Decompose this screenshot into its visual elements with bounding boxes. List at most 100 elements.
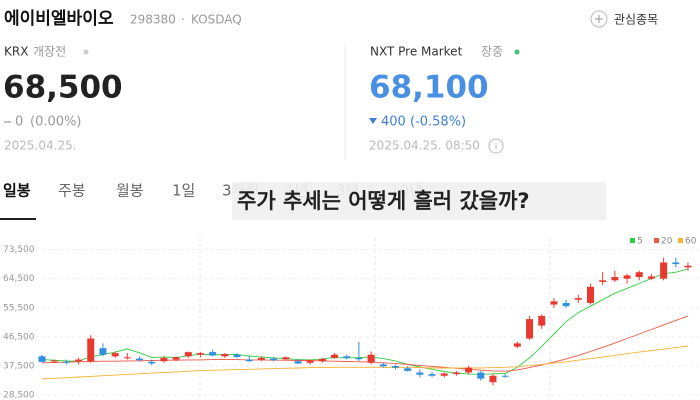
candle-body [404, 368, 412, 371]
candle-body [294, 361, 302, 364]
chart: 28,500 37,500 46,500 55,500 64,500 73,500 5 20 6… [0, 237, 700, 400]
candle-body [440, 373, 448, 376]
plus-icon [590, 10, 608, 28]
candle-body [489, 375, 497, 383]
candle-body [123, 357, 131, 359]
nxt-label: NXT Pre Market [370, 45, 463, 59]
candle-body [172, 357, 180, 360]
tab[interactable]: 1일 [172, 182, 195, 200]
krx-label: KRX [4, 45, 28, 59]
candle-body [465, 367, 473, 373]
candle-body [672, 262, 680, 265]
stock-name: 에이비엘바이오 [4, 9, 114, 29]
y-tick-label: 73,500 [3, 245, 35, 255]
candle-body [233, 354, 241, 357]
y-tick-label: 46,500 [3, 332, 35, 342]
candle-body [331, 354, 339, 358]
candle-body [379, 364, 387, 367]
candle-body [452, 372, 460, 375]
legend-label: 5 [637, 237, 643, 247]
watch-label: 관심종목 [614, 13, 658, 27]
candle-body [221, 354, 229, 357]
overlay-text: 주가 추세는 어떻게 흘러 갔을까? [237, 189, 530, 213]
candle-body [391, 366, 399, 368]
candle-body [599, 280, 607, 282]
candle-body [148, 361, 156, 364]
plus-sign [595, 15, 603, 23]
candle-body [501, 375, 509, 377]
legend-label: 20 [661, 237, 673, 247]
candle-body [562, 302, 570, 307]
candle-body [196, 353, 204, 355]
candle-body [623, 275, 631, 279]
nxt-price: 68,100 [369, 70, 489, 106]
tab[interactable]: 일봉 [3, 182, 31, 200]
krx-status: 개장전 [33, 45, 66, 59]
candle-body [647, 276, 655, 279]
candle-body [416, 372, 424, 375]
candle-body [111, 353, 119, 357]
candle-body [62, 361, 70, 363]
info-icon [488, 138, 504, 154]
y-tick-label: 37,500 [3, 362, 35, 372]
candle-body [209, 352, 217, 356]
watch-button[interactable]: 관심종목 [590, 10, 658, 28]
status-dot [514, 49, 520, 55]
nxt-change: 400 [381, 115, 406, 130]
krx-date: 2025.04.25. [4, 139, 77, 153]
candle-body [50, 360, 58, 362]
info-i: i [495, 143, 498, 153]
candle-body [550, 301, 558, 305]
krx-change-pct: (0.00%) [30, 115, 81, 130]
moving-average [41, 315, 689, 372]
candle-body [526, 319, 534, 339]
candle-body [586, 286, 594, 303]
candle-body [87, 338, 95, 362]
candle-body [611, 277, 619, 281]
y-tick-label: 64,500 [3, 274, 35, 284]
candle-body [428, 374, 436, 376]
legend-swatch [630, 238, 635, 243]
nxt-status: 장중 [481, 45, 503, 59]
candle-body [574, 298, 582, 300]
candle-body [245, 359, 253, 362]
krx-change: 0 [15, 115, 23, 130]
market: KOSDAQ [191, 13, 242, 27]
candle-body [355, 357, 363, 360]
legend-swatch [654, 238, 659, 243]
tab[interactable]: 월봉 [116, 182, 144, 200]
candle-body [660, 262, 668, 279]
nxt-change-pct: (-0.58%) [410, 115, 466, 130]
status-dot [83, 49, 89, 55]
moving-average [41, 268, 689, 375]
moving-average [41, 345, 689, 380]
candle-body [184, 352, 192, 357]
overlay-bg [232, 182, 606, 220]
nxt-date: 2025.04.25. 08:50 [369, 139, 480, 153]
separator: · [181, 13, 185, 27]
candle-body [38, 356, 46, 362]
candle-body [477, 372, 485, 379]
candle-body [257, 357, 265, 360]
candle-body [306, 360, 314, 363]
candle-body [513, 343, 521, 347]
y-tick-label: 55,500 [3, 303, 35, 313]
stock-code: 298380 [130, 13, 176, 27]
legend-swatch [678, 238, 683, 243]
candle-body [367, 354, 375, 363]
candle-body [270, 358, 278, 361]
candle-body [635, 272, 643, 278]
candle-body [160, 357, 168, 362]
krx-price: 68,500 [3, 70, 123, 106]
candle-body [684, 265, 692, 268]
candle-body [136, 358, 144, 361]
candle-body [343, 356, 351, 358]
candle-body [75, 359, 83, 362]
candle-body [318, 358, 326, 362]
legend-label: 60 [685, 237, 697, 247]
y-tick-label: 28,500 [3, 391, 35, 400]
candle-body [99, 348, 107, 355]
tab[interactable]: 주봉 [58, 182, 86, 200]
